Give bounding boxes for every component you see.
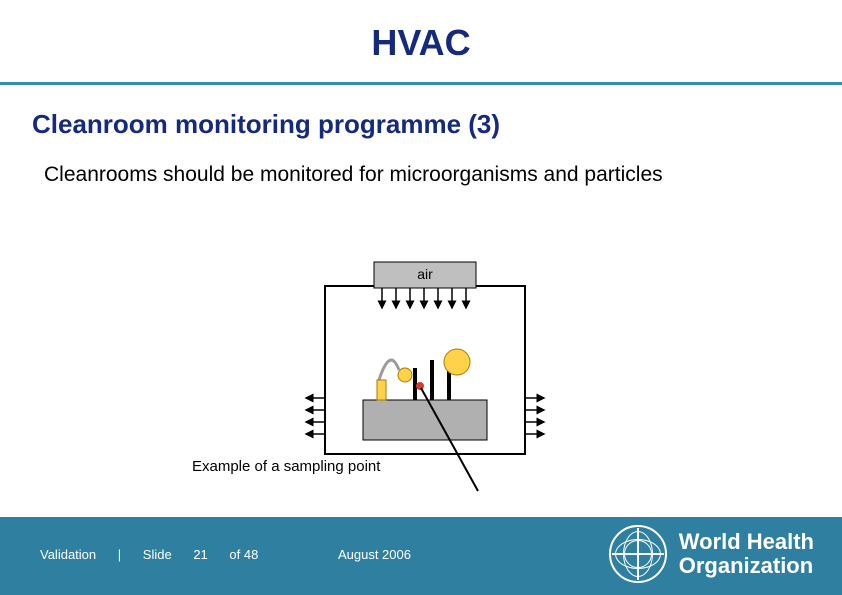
diagram-caption: Example of a sampling point (192, 458, 380, 475)
footer-section: Validation (40, 547, 96, 562)
cleanroom-diagram: air (300, 248, 550, 466)
footer-bar: Validation | Slide 21 of 48 August 2006 … (0, 517, 842, 595)
slide-label: Slide (143, 547, 172, 562)
body-text: Cleanrooms should be monitored for micro… (0, 144, 842, 188)
footer-date: August 2006 (338, 547, 411, 562)
who-text: World Health Organization (679, 530, 814, 578)
footer-slide: Slide 21 of 48 (143, 547, 280, 562)
slide-of: of 48 (229, 547, 258, 562)
who-line2: Organization (679, 554, 814, 578)
who-line1: World Health (679, 530, 814, 554)
footer-separator: | (118, 547, 121, 562)
slide-number: 21 (193, 547, 207, 562)
who-logo: World Health Organization (609, 525, 814, 583)
svg-text:air: air (417, 266, 433, 282)
who-emblem-icon (609, 525, 667, 583)
footer-text: Validation | Slide 21 of 48 August 2006 (40, 547, 429, 562)
page-title: HVAC (0, 0, 842, 82)
section-subtitle: Cleanroom monitoring programme (3) (0, 85, 842, 144)
